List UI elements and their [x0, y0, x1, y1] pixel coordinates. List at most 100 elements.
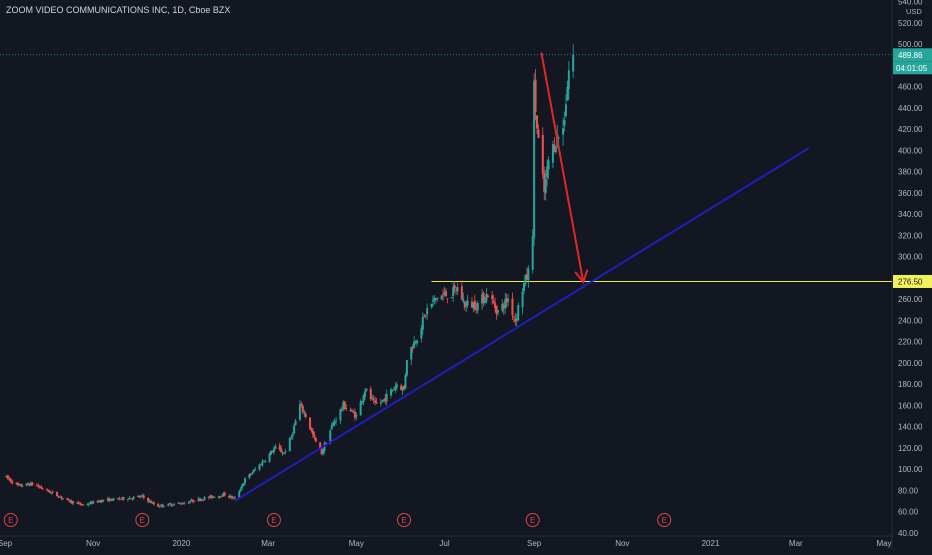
candle-body [567, 70, 570, 90]
candle-body [19, 483, 22, 487]
earnings-marker-icon[interactable] [397, 513, 412, 527]
candle-body [254, 469, 257, 471]
candle-body [25, 483, 28, 486]
candle-body [31, 482, 34, 485]
candle-body [199, 498, 202, 501]
y-tick-label: 200.00 [898, 359, 923, 368]
candle-body [18, 484, 21, 486]
earnings-marker-icon[interactable] [3, 513, 18, 527]
candle-body [141, 495, 144, 497]
candle-body [119, 499, 122, 500]
arrow-shaft[interactable] [540, 52, 585, 283]
candle-body [77, 502, 80, 504]
candle-body [35, 484, 38, 486]
candle-body [333, 421, 336, 424]
y-tick-label: 240.00 [898, 316, 923, 325]
candle-body [339, 409, 342, 421]
candle-body [139, 496, 142, 498]
x-tick-label: 2020 [172, 539, 190, 548]
candle-body [455, 290, 458, 292]
y-tick-label: 260.00 [898, 295, 923, 304]
trendline[interactable] [234, 147, 810, 502]
candle-body [200, 499, 203, 501]
candle-body [290, 437, 293, 438]
candle-body [248, 474, 251, 478]
candle-body [183, 502, 186, 504]
candle-body [97, 500, 100, 503]
candle-body [404, 375, 407, 389]
candle-body [324, 442, 327, 444]
candle-body [543, 173, 546, 193]
x-tick-label: Nov [615, 539, 629, 548]
y-tick-label: 320.00 [898, 231, 923, 240]
candle-body [70, 500, 73, 503]
candle-body [217, 496, 220, 498]
y-tick-label: 520.00 [898, 19, 923, 28]
candle-body [228, 496, 231, 498]
candle-body [96, 501, 99, 503]
candle-body [456, 287, 459, 292]
candle-body [157, 503, 160, 507]
candle-body [391, 389, 394, 391]
candle-body [242, 483, 245, 486]
candle-body [534, 79, 537, 112]
candle-body [190, 499, 193, 502]
candle-body [424, 315, 427, 317]
candle-body [171, 505, 174, 507]
countdown-badge [893, 61, 932, 75]
candle-body [470, 301, 473, 308]
candle-body [553, 144, 556, 152]
candle-body [47, 489, 50, 492]
candle-body [303, 412, 306, 414]
level-price-badge-label: 276.50 [898, 277, 923, 286]
candle-body [536, 115, 539, 129]
earnings-marker-icon[interactable] [525, 513, 540, 527]
candle-body [178, 503, 181, 504]
candle-body [301, 405, 304, 413]
candle-body [531, 236, 534, 270]
candle-body [17, 483, 20, 486]
candle-body [48, 490, 51, 493]
candle-body [505, 298, 508, 303]
candle-body [229, 495, 232, 498]
arrow-head-icon [574, 269, 589, 285]
candle-body [494, 303, 497, 309]
candle-body [222, 493, 225, 497]
candle-body [372, 398, 375, 400]
candle-body [270, 450, 273, 455]
candle-body [219, 496, 222, 498]
candle-body [382, 399, 385, 401]
candle-body [50, 492, 53, 494]
candle-body [309, 417, 312, 429]
candle-body [483, 300, 486, 303]
earnings-marker-label: E [140, 516, 145, 525]
candle-body [310, 428, 313, 431]
earnings-marker-icon[interactable] [657, 513, 672, 527]
candle-body [466, 300, 469, 306]
candle-body [160, 504, 163, 507]
candle-body [197, 498, 200, 502]
x-tick-label: Sep [527, 539, 542, 548]
candle-body [523, 282, 526, 291]
candle-body [167, 503, 170, 507]
y-tick-label: 300.00 [898, 253, 923, 262]
candle-body [239, 488, 242, 491]
candle-body [37, 485, 40, 487]
candle-body [511, 298, 514, 316]
candle-body [332, 423, 335, 427]
candle-body [82, 504, 85, 506]
candle-body [462, 299, 465, 302]
candle-body [173, 503, 176, 505]
candle-body [298, 404, 301, 420]
candle-body [126, 499, 129, 501]
candle-body [359, 401, 362, 416]
earnings-marker-icon[interactable] [266, 513, 281, 527]
candle-body [413, 341, 416, 349]
earnings-marker-icon[interactable] [135, 513, 150, 527]
y-tick-label: 140.00 [898, 423, 923, 432]
candle-body [504, 299, 507, 309]
candle-body [551, 144, 554, 163]
candle-body [414, 342, 417, 344]
